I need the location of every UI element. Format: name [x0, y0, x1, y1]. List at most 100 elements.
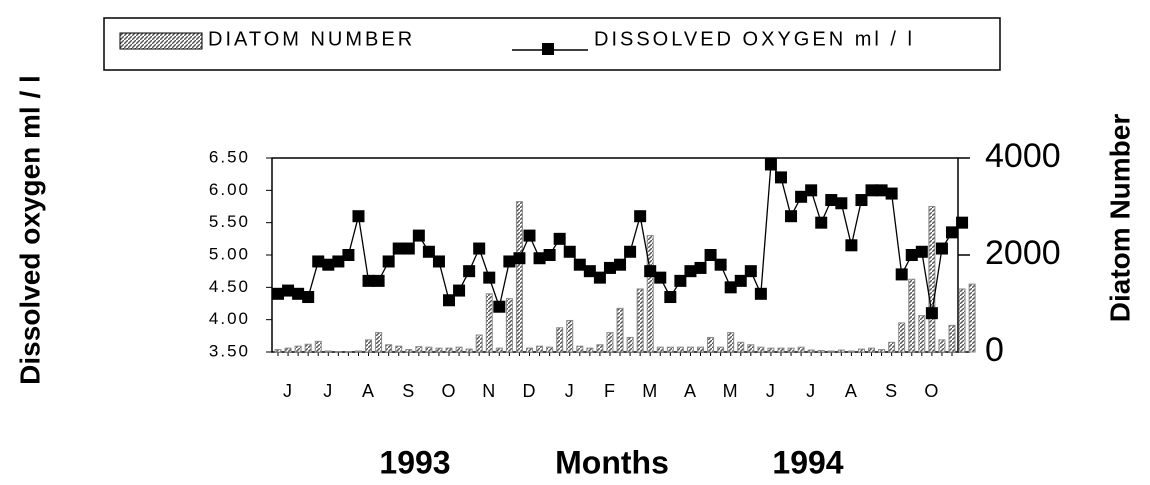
y-tick-label: 3.50: [209, 341, 250, 360]
bar: [837, 349, 845, 353]
bar: [546, 346, 554, 353]
marker: [523, 229, 536, 242]
marker: [684, 265, 697, 278]
y-tick-label: 5.50: [209, 212, 250, 231]
marker: [362, 274, 375, 287]
bar: [525, 347, 533, 353]
marker: [825, 194, 838, 207]
bar: [365, 339, 373, 353]
marker: [553, 232, 566, 245]
marker: [905, 249, 918, 261]
y2-tick-label: 4000: [985, 137, 1061, 175]
bar: [827, 350, 835, 353]
bar: [354, 350, 362, 353]
bar: [425, 346, 433, 353]
bar: [918, 315, 926, 353]
marker: [312, 255, 325, 268]
bar: [536, 345, 544, 353]
bar: [314, 340, 322, 353]
marker: [473, 242, 486, 255]
marker: [754, 287, 767, 300]
marker: [543, 249, 556, 261]
marker: [855, 194, 868, 207]
x-tick-label: J: [283, 381, 293, 401]
bar: [566, 319, 574, 353]
bar: [596, 344, 604, 353]
bar: [405, 349, 413, 353]
y-tick-label: 4.50: [209, 277, 250, 296]
legend-label: DIATOM NUMBER: [208, 28, 415, 50]
marker: [805, 184, 818, 197]
bar: [757, 346, 765, 353]
bar: [475, 334, 483, 353]
y2-tick-label: 0: [985, 331, 1004, 369]
x-tick-label: J: [766, 381, 776, 401]
marker: [453, 284, 466, 297]
annotation: 1993: [379, 444, 450, 480]
marker: [815, 216, 828, 229]
marker: [272, 287, 284, 300]
bar: [626, 336, 634, 353]
x-tick-label: J: [565, 381, 575, 401]
marker: [432, 255, 445, 268]
marker: [624, 245, 637, 258]
bar: [284, 347, 292, 353]
bar: [787, 347, 795, 353]
bar: [666, 346, 674, 353]
marker: [603, 261, 616, 274]
plot-frame: [271, 157, 959, 353]
x-tick-label: M: [723, 381, 739, 401]
marker: [785, 210, 798, 223]
bar: [938, 339, 946, 353]
bar: [656, 346, 664, 353]
marker: [382, 255, 395, 268]
marker: [714, 258, 727, 271]
marker: [875, 184, 888, 197]
x-tick-label: O: [442, 381, 457, 401]
y2-tick-label: 2000: [985, 234, 1061, 272]
bar: [817, 350, 825, 353]
x-tick-label: A: [845, 381, 858, 401]
marker: [845, 239, 858, 252]
bar: [847, 350, 855, 353]
x-tick-label: N: [482, 381, 496, 401]
bar: [304, 343, 312, 353]
marker: [935, 242, 948, 255]
x-tick-label: A: [362, 381, 375, 401]
marker: [402, 242, 415, 255]
bar: [727, 332, 735, 353]
marker: [583, 265, 596, 278]
marker: [573, 258, 586, 271]
bar: [676, 346, 684, 353]
bar: [686, 346, 694, 353]
bar: [948, 324, 956, 353]
marker: [634, 210, 647, 223]
x-axis-title: Months: [555, 444, 669, 480]
marker: [915, 245, 928, 258]
bar: [395, 345, 403, 353]
bar: [294, 345, 302, 353]
bar: [797, 346, 805, 353]
bar: [928, 206, 936, 353]
bar: [445, 347, 453, 353]
y-tick-label: 5.00: [209, 244, 250, 263]
legend-swatch-marker: [542, 43, 554, 55]
x-tick-label: O: [924, 381, 939, 401]
x-tick-label: F: [604, 381, 616, 401]
x-tick-label: J: [323, 381, 333, 401]
marker: [483, 271, 496, 284]
bar: [274, 349, 282, 353]
marker: [744, 265, 757, 278]
y-tick-label: 6.50: [209, 147, 250, 166]
bar: [767, 347, 775, 353]
marker: [925, 307, 938, 320]
y-tick-label: 6.00: [209, 180, 250, 199]
marker: [694, 261, 707, 274]
bar: [324, 350, 332, 353]
marker: [644, 265, 657, 278]
marker: [956, 216, 969, 229]
marker: [764, 158, 777, 171]
bar: [968, 283, 976, 353]
marker: [563, 245, 576, 258]
y-axis-title: Dissolved oxygen ml / l: [14, 75, 45, 385]
